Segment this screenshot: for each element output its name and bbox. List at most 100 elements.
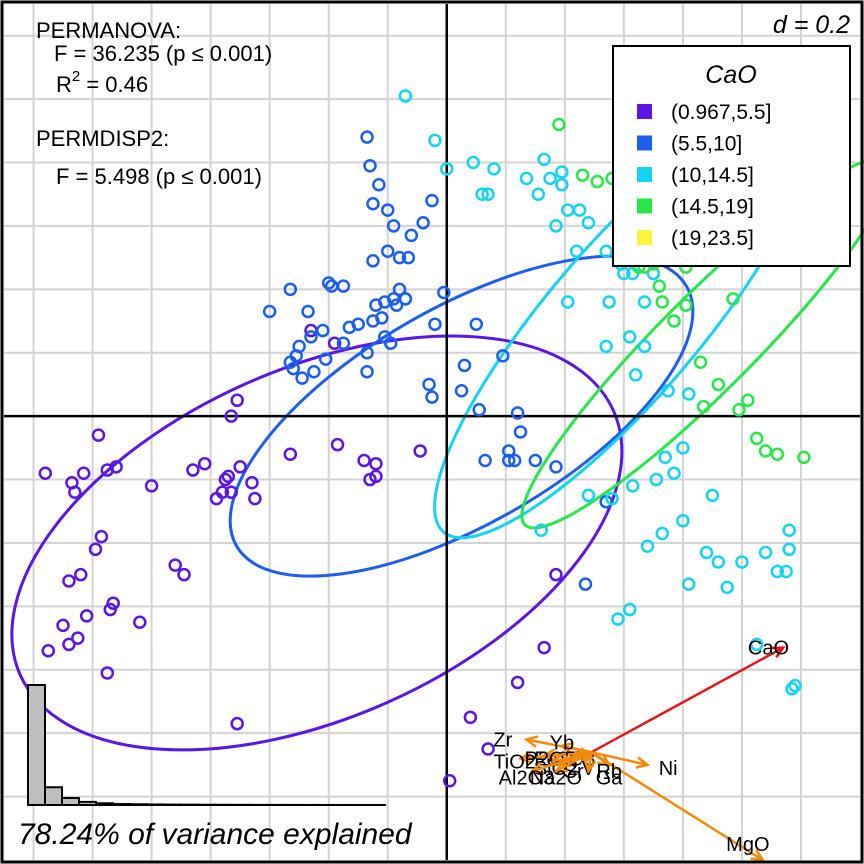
loading-label-al2o3: Al2O3 <box>499 768 555 790</box>
legend-title: CaO <box>705 61 756 89</box>
data-point-group-4 <box>693 355 708 370</box>
scree-bar <box>112 803 131 806</box>
scree-bar <box>27 684 46 806</box>
data-point-group-1 <box>221 469 236 484</box>
stats-annotation: PERMANOVA: F = 36.235 (p ≤ 0.001) R2 = 0… <box>36 18 272 189</box>
legend-entry: (14.5,19] <box>637 196 754 219</box>
data-point-group-2 <box>318 352 333 366</box>
data-point-group-2 <box>398 292 413 306</box>
loading-label-ni: Ni <box>659 758 678 780</box>
data-point-group-2 <box>283 355 298 370</box>
data-point-group-3 <box>735 555 749 569</box>
scree-bar <box>61 797 80 807</box>
loading-label-ga: Ga <box>596 768 624 790</box>
data-point-group-2 <box>549 460 563 474</box>
legend-box <box>612 45 851 267</box>
data-point-group-2 <box>321 276 336 290</box>
data-point-group-2 <box>360 130 374 144</box>
legend-label: (5.5,10] <box>671 133 742 156</box>
data-point-group-3 <box>617 266 631 281</box>
data-point-group-3 <box>623 602 637 617</box>
data-point-group-2 <box>472 403 486 417</box>
data-point-group-1 <box>91 428 106 442</box>
data-point-group-2 <box>386 219 401 233</box>
permanova-f: F = 36.235 (p ≤ 0.001) <box>54 41 272 66</box>
data-point-group-3 <box>749 637 764 652</box>
data-point-group-1 <box>41 644 56 658</box>
data-point-group-2 <box>375 311 389 325</box>
legend-entry: (19,23.5] <box>637 227 754 250</box>
data-point-group-1 <box>109 460 123 474</box>
data-point-group-3 <box>782 523 796 538</box>
data-point-group-3 <box>581 488 596 503</box>
data-point-group-1 <box>224 485 239 499</box>
data-point-group-2 <box>360 365 374 379</box>
data-point-group-1 <box>197 456 212 471</box>
data-point-group-2 <box>404 228 419 243</box>
data-point-group-3 <box>481 187 495 201</box>
loading-na2o: Na2O <box>530 751 592 790</box>
data-point-group-2 <box>360 345 374 360</box>
data-point-group-1 <box>73 567 88 582</box>
data-point-group-1 <box>168 558 182 572</box>
data-point-group-2 <box>286 361 301 376</box>
data-point-group-3 <box>625 479 640 493</box>
data-point-group-3 <box>605 491 619 506</box>
legend-entry: (0.967,5.5] <box>637 101 771 124</box>
data-point-group-3 <box>561 295 575 309</box>
data-point-group-3 <box>534 523 548 538</box>
data-point-group-2 <box>389 298 404 312</box>
loading-arrow-head <box>523 735 539 748</box>
data-point-group-2 <box>380 244 395 259</box>
data-point-group-1 <box>62 637 76 652</box>
ellipse-group-2 <box>228 254 695 578</box>
data-point-group-2 <box>507 453 522 468</box>
data-point-group-3 <box>599 244 613 259</box>
data-point-group-2 <box>392 282 407 297</box>
data-point-group-3 <box>543 171 557 186</box>
permanova-title: PERMANOVA: <box>36 18 181 43</box>
data-point-group-4 <box>652 279 667 293</box>
data-point-group-4 <box>732 403 746 417</box>
data-point-group-3 <box>661 384 675 398</box>
data-point-group-1 <box>133 615 147 629</box>
data-point-group-3 <box>682 577 696 591</box>
data-point-group-4 <box>552 117 566 132</box>
loading-label-sr: Sr <box>564 761 584 783</box>
data-point-group-2 <box>262 304 277 319</box>
loading-arrow-head <box>559 741 574 755</box>
legend-entries: (0.967,5.5] (5.5,10] (10,14.5] (14.5,19] (19… <box>637 101 771 250</box>
data-point-group-1 <box>481 742 495 756</box>
ellipse-group-1 <box>10 334 624 752</box>
data-point-group-2 <box>378 330 392 344</box>
loading-arrow-shaft <box>590 751 764 862</box>
data-point-group-3 <box>649 472 664 487</box>
data-point-group-1 <box>245 475 259 490</box>
loading-arrow-head <box>597 753 612 767</box>
data-point-group-2 <box>366 196 380 211</box>
data-point-group-4 <box>575 168 590 182</box>
ellipse-group-4 <box>520 157 864 530</box>
data-point-group-3 <box>572 203 587 217</box>
data-point-group-1 <box>283 447 298 461</box>
data-point-group-3 <box>779 564 793 579</box>
data-point-group-1 <box>537 640 551 655</box>
loading-label-tio2: TiO2 <box>493 752 536 774</box>
data-point-group-1 <box>88 542 103 557</box>
data-point-group-1 <box>330 437 345 452</box>
scree-bar <box>78 800 97 806</box>
data-point-group-1 <box>549 567 563 582</box>
data-point-group-3 <box>531 187 546 201</box>
data-point-group-2 <box>528 453 543 468</box>
data-point-group-3 <box>519 171 534 186</box>
data-point-group-2 <box>304 330 318 344</box>
loading-mgo: MgO <box>590 751 770 862</box>
data-point-group-1 <box>79 609 94 623</box>
data-point-group-3 <box>628 368 643 382</box>
data-point-group-2 <box>437 285 451 300</box>
data-point-group-1 <box>215 485 230 499</box>
data-point-group-1 <box>510 675 525 690</box>
data-point-group-3 <box>658 450 672 465</box>
